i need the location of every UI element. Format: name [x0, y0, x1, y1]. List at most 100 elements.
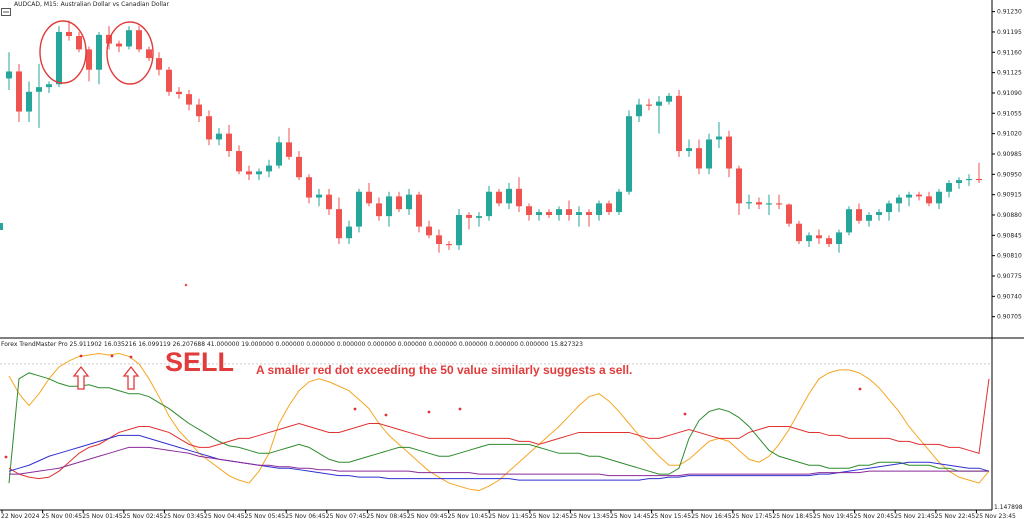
candle-body	[86, 49, 92, 70]
candle-body	[936, 191, 942, 204]
candle-body	[256, 171, 262, 175]
candle-body	[606, 203, 612, 213]
signal-dot	[79, 354, 83, 358]
candle-body	[136, 30, 142, 50]
candle-body	[656, 101, 662, 106]
candle-body	[126, 30, 132, 47]
x-tick-label: 25 Nov 05:45	[245, 513, 286, 519]
x-tick-label: 25 Nov 04:45	[204, 513, 245, 519]
x-tick-label: 25 Nov 07:45	[326, 513, 367, 519]
x-tick-label: 25 Nov 16:45	[691, 513, 732, 519]
candle-body	[496, 191, 502, 204]
candle-body	[36, 87, 42, 92]
candle-body	[396, 196, 402, 210]
candle-body	[906, 194, 912, 198]
x-tick-label: 25 Nov 09:45	[407, 513, 448, 519]
y-tick-label: 0.90775	[997, 273, 1022, 280]
x-tick-label: 25 Nov 00:45	[42, 513, 83, 519]
up-arrow-icon	[72, 365, 90, 390]
x-tick-label: 25 Nov 11:45	[488, 513, 529, 519]
signal-dot	[858, 387, 862, 391]
signal-dot	[353, 407, 357, 411]
signal-dot	[683, 412, 687, 416]
candle-body	[156, 58, 162, 70]
chart-menu-icon[interactable]	[1, 1, 11, 16]
y-tick-label: 0.91055	[997, 110, 1022, 117]
candle-body	[586, 212, 592, 215]
candle-body	[736, 168, 742, 204]
edge-candle	[0, 223, 3, 230]
candle-body	[456, 214, 462, 246]
signal-dot	[129, 355, 133, 359]
candle-body	[576, 212, 582, 215]
candle-body	[876, 212, 882, 215]
candle-body	[596, 203, 602, 215]
candle-body	[756, 202, 762, 205]
candle-body	[516, 188, 522, 207]
candle-body	[886, 203, 892, 213]
candle-body	[836, 232, 842, 245]
candle-body	[896, 197, 902, 204]
candle-body	[176, 91, 182, 95]
annotations	[39, 20, 154, 390]
candle-body	[486, 191, 492, 217]
x-tick-label: 25 Nov 13:45	[569, 513, 610, 519]
y-tick-label: 0.91160	[997, 49, 1022, 56]
y-tick-label: 0.90705	[997, 314, 1022, 321]
y-tick-label: 0.90915	[997, 192, 1022, 199]
candle-body	[216, 133, 222, 140]
candle-body	[816, 235, 822, 239]
x-tick-label: 25 Nov 06:45	[285, 513, 326, 519]
candle-body	[336, 209, 342, 239]
x-tick-label: 25 Nov 01:45	[82, 513, 123, 519]
x-tick-label: 25 Nov 12:45	[529, 513, 570, 519]
candle-body	[296, 156, 302, 178]
x-tick-label: 25 Nov 17:45	[732, 513, 773, 519]
candle-body	[676, 95, 682, 152]
candle-body	[246, 171, 252, 175]
candle-body	[846, 209, 852, 233]
x-tick-label: 25 Nov 14:45	[610, 513, 651, 519]
orange-line	[8, 352, 990, 492]
candle-body	[746, 202, 752, 204]
candle-body	[696, 148, 702, 169]
x-tick-label: 22 Nov 2024	[1, 513, 40, 519]
y-tick-label: 0.91195	[997, 29, 1022, 36]
signal-dot	[110, 354, 114, 358]
candle-body	[686, 148, 692, 152]
x-tick-label: 25 Nov 02:45	[123, 513, 164, 519]
candle-body	[626, 116, 632, 192]
price-pane[interactable]	[0, 20, 982, 287]
candle-body	[166, 69, 172, 92]
candle-body	[556, 209, 562, 215]
candle-body	[926, 196, 932, 204]
candle-body	[786, 204, 792, 224]
x-tick-label: 25 Nov 22:45	[935, 513, 976, 519]
symbol-title: AUDCAD, M15: Australian Dollar vs Canadi…	[14, 1, 170, 8]
candle-body	[646, 104, 652, 106]
y-tick-label: 0.90950	[997, 171, 1022, 178]
candle-body	[526, 206, 532, 215]
x-tick-label: 25 Nov 18:45	[772, 513, 813, 519]
candle-body	[6, 71, 12, 79]
y-tick-label: 0.91090	[997, 90, 1022, 97]
candle-body	[916, 194, 922, 197]
candle-body	[206, 116, 212, 140]
red-line	[8, 378, 990, 480]
indicator-pane[interactable]	[0, 352, 992, 492]
candle-body	[366, 191, 372, 204]
x-tick-label: 25 Nov 19:45	[813, 513, 854, 519]
signal-dot	[184, 283, 188, 287]
candle-body	[476, 216, 482, 218]
signal-dot	[458, 407, 462, 411]
x-tick-label: 25 Nov 15:45	[651, 513, 692, 519]
candle-body	[506, 188, 512, 204]
candle-body	[706, 139, 712, 169]
candle-body	[866, 214, 872, 221]
candle-body	[776, 203, 782, 205]
candle-body	[376, 203, 382, 217]
candle-body	[946, 183, 952, 192]
